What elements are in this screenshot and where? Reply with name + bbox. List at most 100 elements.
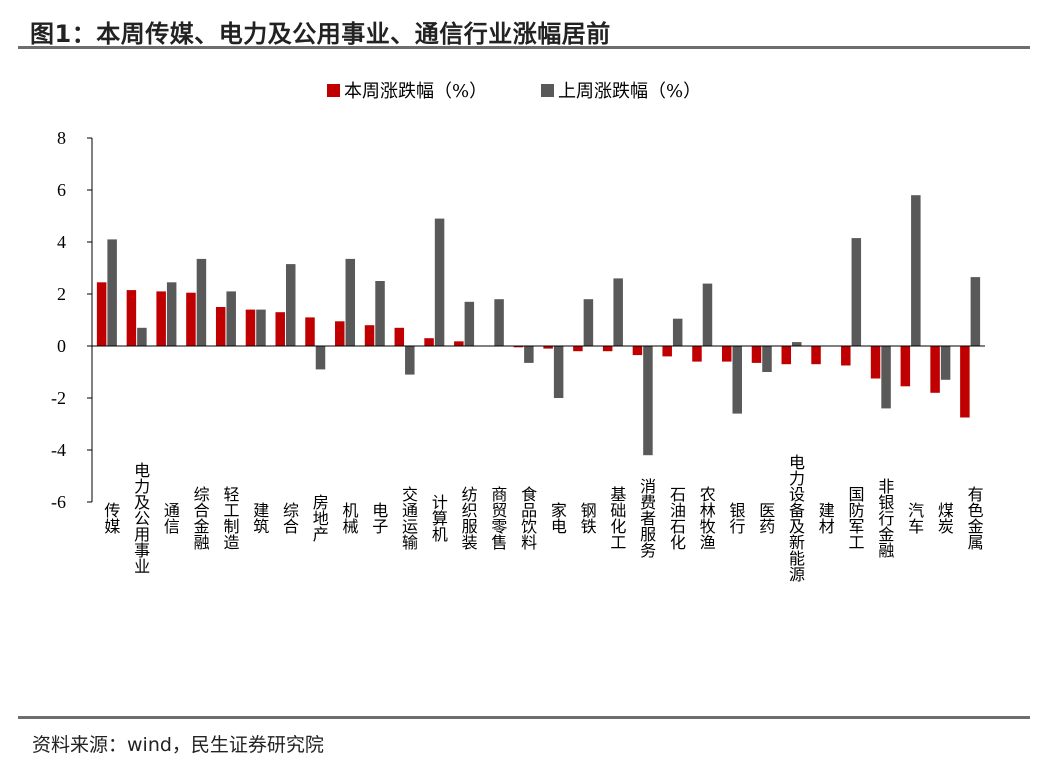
- bars: [96, 195, 981, 456]
- bar-this-week-15: [543, 346, 553, 349]
- category-label: 石油石化: [667, 486, 686, 550]
- category-label: 交通运输: [399, 486, 418, 550]
- bar-this-week-21: [721, 346, 732, 362]
- bar-this-week-23: [781, 346, 792, 365]
- bar-this-week-12: [454, 341, 464, 346]
- category-label: 纺织服装: [459, 486, 478, 550]
- bar-this-week-6: [275, 312, 285, 346]
- bar-this-week-29: [960, 346, 970, 418]
- category-label: 机械: [340, 502, 359, 534]
- category-label: 农林牧渔: [697, 486, 716, 550]
- bar-last-week-7: [315, 346, 326, 370]
- category-label: 汽车: [905, 502, 924, 534]
- bar-chart: 本周涨跌幅（%） 上周涨跌幅（%） 8 6 4 2 0 -2 -4 -6 传媒 电力及公用事业通…: [51, 81, 985, 583]
- bar-last-week-1: [137, 327, 147, 346]
- bar-this-week-14: [513, 346, 524, 348]
- legend-label-last-week: 上周涨跌幅（%）: [558, 81, 701, 102]
- bar-last-week-8: [345, 258, 356, 346]
- category-label: 医药: [756, 502, 775, 535]
- title-divider: [18, 46, 1030, 49]
- bar-last-week-10: [405, 346, 415, 375]
- y-tick-label: 4: [57, 232, 66, 252]
- bar-last-week-27: [911, 195, 921, 346]
- bar-this-week-19: [662, 346, 672, 357]
- bar-this-week-2: [156, 291, 166, 346]
- bar-last-week-26: [881, 346, 891, 409]
- bar-this-week-9: [364, 325, 375, 346]
- bar-last-week-11: [434, 218, 445, 346]
- bar-this-week-25: [841, 346, 851, 366]
- bar-this-week-4: [215, 307, 226, 346]
- category-label: 食品饮料: [518, 486, 537, 550]
- bar-last-week-5: [256, 309, 266, 346]
- y-tick-label: -4: [51, 440, 66, 460]
- page-title: 图1：本周传媒、电力及公用事业、通信行业涨幅居前: [30, 20, 611, 48]
- bar-last-week-12: [464, 301, 475, 346]
- y-tick-label: 2: [57, 284, 66, 304]
- category-label: 商贸零售: [488, 486, 507, 550]
- y-tick-label: -2: [51, 388, 66, 408]
- y-tick-label: -6: [51, 492, 66, 512]
- category-label: 银行: [726, 502, 745, 535]
- y-tick-label: 8: [57, 128, 66, 148]
- category-label: 计算机: [429, 494, 448, 543]
- bar-last-week-0: [107, 239, 117, 346]
- bar-this-week-24: [811, 346, 821, 365]
- legend-swatch-last-week: [541, 84, 554, 97]
- bar-last-week-4: [226, 291, 236, 346]
- category-label: 建筑: [250, 502, 269, 534]
- bar-last-week-18: [643, 346, 653, 456]
- category-label: 综合金融: [191, 486, 210, 551]
- category-label: 煤炭: [935, 502, 954, 534]
- bar-this-week-3: [186, 292, 196, 346]
- y-tick-label: 0: [57, 336, 66, 356]
- legend-swatch-this-week: [327, 84, 340, 97]
- category-label: 国防军工: [846, 486, 865, 550]
- bar-last-week-20: [702, 283, 713, 346]
- category-label: 房地产: [310, 494, 329, 542]
- bar-last-week-28: [940, 346, 951, 380]
- bar-this-week-20: [692, 346, 702, 362]
- bar-this-week-11: [424, 338, 434, 346]
- category-label: 电子: [369, 502, 388, 534]
- category-label: 有色金属: [965, 486, 984, 550]
- bar-last-week-3: [196, 258, 207, 346]
- bar-this-week-0: [96, 282, 107, 346]
- bar-last-week-17: [613, 278, 623, 346]
- bar-this-week-28: [930, 346, 940, 393]
- bar-last-week-9: [375, 281, 385, 346]
- category-label: 轻工制造: [220, 486, 239, 550]
- category-label: 传媒: [101, 502, 120, 534]
- bar-last-week-22: [762, 346, 772, 372]
- bar-last-week-16: [583, 299, 594, 346]
- bar-this-week-26: [870, 346, 881, 379]
- bar-this-week-7: [305, 317, 315, 346]
- category-label: 家电: [548, 502, 567, 534]
- bar-last-week-29: [970, 277, 981, 346]
- category-label: 建材: [816, 502, 835, 534]
- bar-this-week-10: [394, 327, 405, 346]
- bar-this-week-16: [573, 346, 583, 352]
- bar-this-week-5: [245, 309, 256, 346]
- bar-this-week-27: [900, 346, 911, 387]
- y-tick-label: 6: [57, 180, 66, 200]
- bar-this-week-1: [126, 290, 137, 346]
- bar-last-week-2: [166, 282, 177, 346]
- bar-last-week-23: [792, 342, 802, 346]
- category-label: 钢铁: [578, 502, 597, 534]
- bar-last-week-25: [851, 238, 862, 346]
- bar-this-week-18: [632, 346, 643, 356]
- bar-last-week-21: [732, 346, 742, 414]
- category-labels: 传媒 电力及公用事业 通信 综合金融 轻工制造 建筑 综合 房地产 机械 电子 交通运输 计算机 纺织服…: [101, 454, 983, 583]
- bar-last-week-15: [553, 346, 564, 398]
- source-divider: [18, 716, 1030, 719]
- legend-label-this-week: 本周涨跌幅（%）: [344, 81, 487, 102]
- bar-last-week-19: [672, 318, 683, 346]
- category-label: 消费者服务: [637, 478, 656, 559]
- category-label: 综合: [280, 502, 299, 534]
- bar-this-week-22: [751, 346, 762, 363]
- category-label: 电力及公用事业: [131, 462, 150, 574]
- bar-this-week-8: [335, 321, 345, 346]
- category-label: 基础化工: [607, 486, 626, 550]
- source-note: 资料来源：wind，民生证券研究院: [32, 734, 324, 756]
